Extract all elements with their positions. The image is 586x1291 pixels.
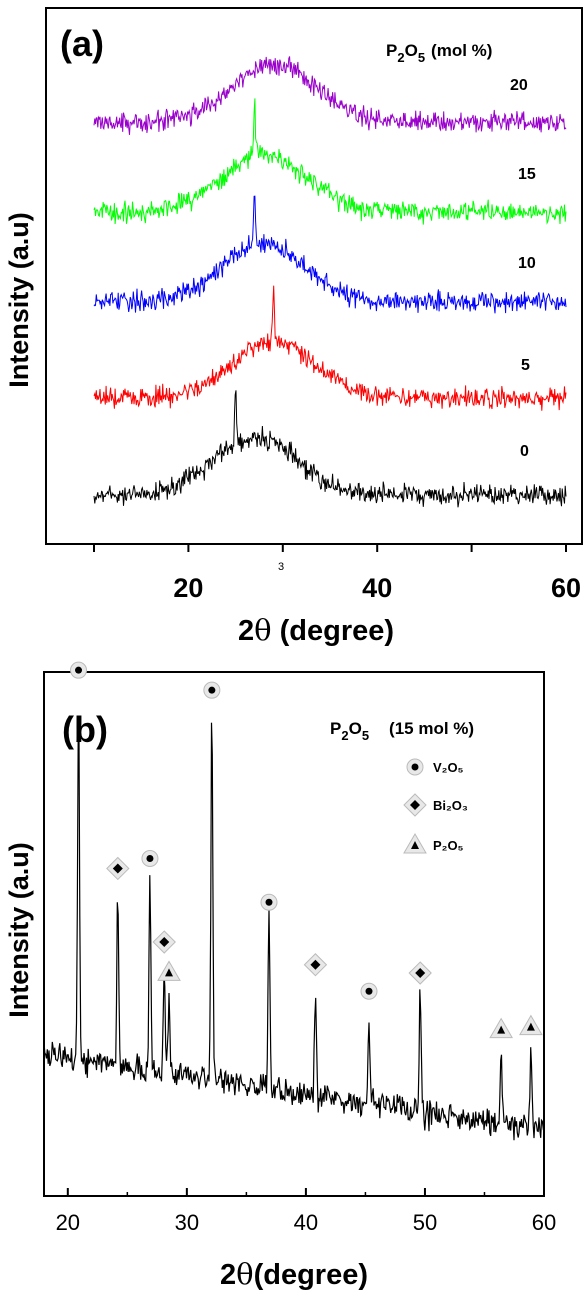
panel-a-label: (a) [60,23,104,64]
legend-label: V₂O₅ [433,760,464,775]
series-label-5: 5 [521,357,530,374]
panel-b-legend: V₂O₅ Bi₂O₃ P₂O₅ [403,758,468,854]
panel-b-phase-markers [70,661,543,1039]
panel-b-frame [43,671,545,1197]
panel-b-legend-title: P2O5 (15 mol %) [330,719,474,743]
peak-marker-bi2o3 [303,953,328,977]
x-tick-label: 20 [173,573,203,603]
x-tick-label: 50 [413,1210,437,1235]
peak-marker-p2o5 [519,1014,543,1036]
panel-a-series-labels: 0 5 10 15 20 [510,77,536,460]
panel-b-x-ticks [66,1188,545,1196]
series-label-15: 15 [518,166,536,183]
series-line-20 [93,56,567,135]
panel-a-legend-title: P2O5 (mol %) [386,41,492,65]
peak-marker-v2o5 [141,849,159,867]
panel-b: 20 30 40 50 60 (b) P2O5 (15 mol %) V₂O₅ Bi₂O₃ P… [4,661,557,1291]
legend-triangle-icon [403,833,427,854]
series-label-0: 0 [520,443,529,460]
peak-marker-bi2o3 [106,856,130,881]
x-tick-label: 60 [551,573,581,603]
legend-diamond-icon [403,793,427,817]
panel-a-tick-labels: 20 40 60 [173,573,581,603]
x-tick-label: 60 [532,1210,556,1235]
panel-a: 20 40 60 0 5 10 15 20 (a) P2O5 (mol %) 3 Intens… [4,7,583,647]
panel-a-stray-mark: 3 [278,561,284,573]
series-line-10 [93,195,567,314]
peak-marker-v2o5 [70,661,88,679]
peak-marker-bi2o3 [408,961,432,985]
peak-marker-v2o5 [260,893,278,911]
panel-a-frame [45,7,583,545]
x-tick-label: 20 [56,1210,80,1235]
panel-b-x-axis-label: 2θ(degree) [220,1257,368,1291]
peak-marker-v2o5 [360,982,378,1000]
series-label-10: 10 [518,255,536,272]
panel-b-label: (b) [62,709,108,750]
x-tick-label: 30 [175,1210,199,1235]
peak-marker-v2o5 [203,681,221,699]
legend-label: P₂O₅ [433,838,464,853]
panel-a-y-axis-label: Intensity (a.u) [4,212,34,388]
panel-b-y-axis-label: Intensity (a.u) [4,842,34,1018]
peak-marker-p2o5 [489,1017,514,1039]
legend-circle-icon [406,758,424,776]
panel-b-tick-labels: 20 30 40 50 60 [56,1210,557,1235]
legend-label: Bi₂O₃ [433,798,468,813]
series-line-0 [93,390,567,508]
x-tick-label: 40 [294,1210,318,1235]
peak-marker-bi2o3 [152,930,176,954]
series-line-p2o5-15 [43,722,545,1141]
series-line-15 [93,98,567,225]
panel-a-x-ticks [93,544,567,552]
series-label-20: 20 [510,77,528,94]
series-line-5 [93,285,567,411]
peak-marker-p2o5 [157,960,181,981]
panel-a-x-axis-label: 2θ (degree) [238,613,394,647]
panel-b-trace [43,722,545,1141]
panel-a-traces [93,56,567,508]
x-tick-label: 40 [362,573,392,603]
